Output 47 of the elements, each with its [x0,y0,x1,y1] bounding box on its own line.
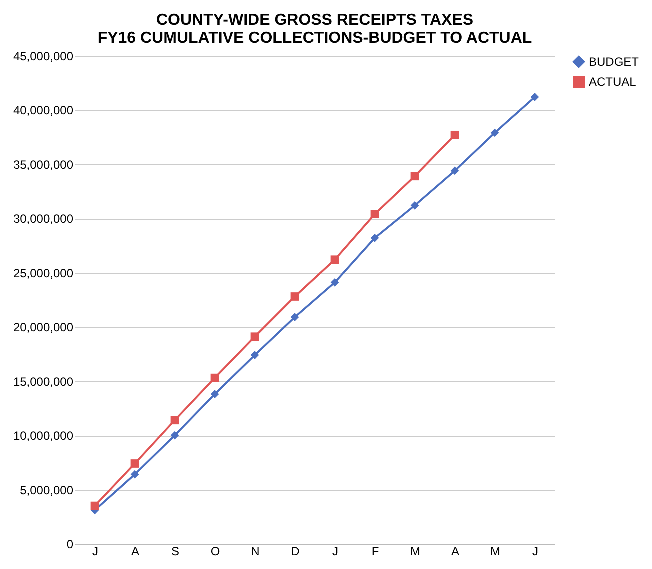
point [210,374,220,382]
point [130,460,140,468]
y-tick-label: 45,000,000 [13,50,74,64]
y-tick-label: 40,000,000 [13,104,74,118]
x-tick-label: D [291,544,300,558]
point [330,256,340,264]
y-tick-label: 15,000,000 [13,374,74,389]
text: FY16 CUMULATIVE COLLECTIONS-BUDGET TO ACTUAL [98,30,532,47]
x-tick-label: A [131,544,140,558]
x-tick-label: M [490,544,500,558]
text: COUNTY-WIDE GROSS RECEIPTS TAXES [156,12,474,29]
y-tick-label: 5,000,000 [20,483,74,498]
x-tick-label: S [171,544,180,558]
point [450,166,460,176]
point [410,201,420,210]
x-tick-label: A [451,544,460,558]
y-tick-label: 35,000,000 [13,158,74,172]
y-tick-label: 0 [66,538,74,552]
x-tick-label: M [410,544,420,558]
point [90,502,100,510]
point [490,128,500,138]
x-tick-label: O [210,544,220,558]
y-tick-label: 20,000,000 [13,320,74,335]
y-tick-label: 30,000,000 [13,212,74,226]
x-tick-label: J [532,544,538,558]
y-tick-label: 25,000,000 [13,266,74,280]
point [370,210,380,219]
point [450,130,460,140]
x-tick-label: J [332,544,338,558]
point [370,234,380,242]
point [130,470,140,479]
point [170,416,180,425]
y-tick-label: 10,000,000 [13,429,74,444]
point [170,431,180,440]
point [210,390,220,399]
x-tick-label: N [251,544,260,558]
point [530,93,540,102]
x-tick-label: F [372,544,380,558]
point [410,172,420,181]
point [330,278,340,287]
point [290,313,300,322]
point [250,332,260,342]
point [250,351,260,360]
legend-label: ACTUAL [589,75,637,89]
legend-label: BUDGET [589,55,640,69]
x-tick-label: J [92,544,98,558]
point [290,292,300,301]
